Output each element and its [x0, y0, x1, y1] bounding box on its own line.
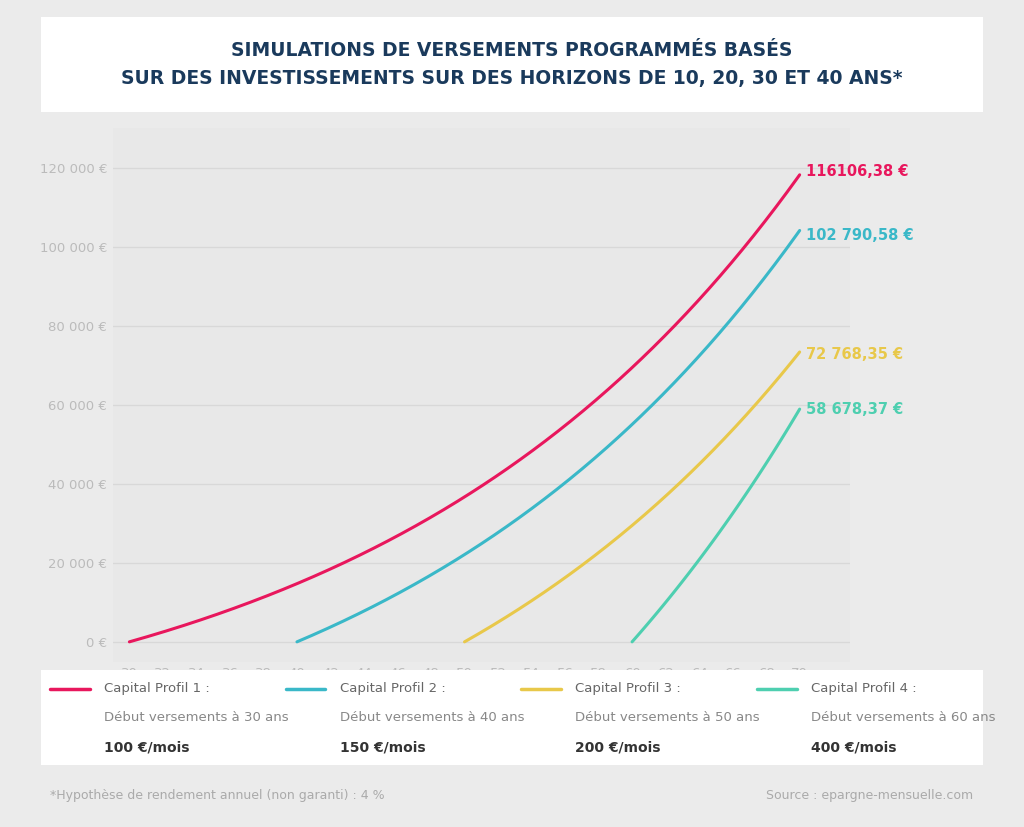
Text: 102 790,58 €: 102 790,58 €	[806, 228, 914, 243]
Text: Source : epargne-mensuelle.com: Source : epargne-mensuelle.com	[767, 790, 974, 802]
Text: (ans): (ans)	[821, 677, 855, 691]
Text: SIMULATIONS DE VERSEMENTS PROGRAMMÉS BASÉS
SUR DES INVESTISSEMENTS SUR DES HORIZ: SIMULATIONS DE VERSEMENTS PROGRAMMÉS BAS…	[121, 41, 903, 88]
Text: Début versements à 60 ans: Début versements à 60 ans	[811, 711, 995, 724]
Text: Début versements à 50 ans: Début versements à 50 ans	[575, 711, 760, 724]
Text: 72 768,35 €: 72 768,35 €	[806, 347, 903, 362]
Text: 150 €/mois: 150 €/mois	[340, 741, 425, 755]
Text: 100 €/mois: 100 €/mois	[104, 741, 189, 755]
Text: Capital Profil 2 :: Capital Profil 2 :	[340, 682, 445, 696]
Text: *Hypothèse de rendement annuel (non garanti) : 4 %: *Hypothèse de rendement annuel (non gara…	[50, 790, 385, 802]
Text: Capital Profil 4 :: Capital Profil 4 :	[811, 682, 916, 696]
Text: 58 678,37 €: 58 678,37 €	[806, 403, 903, 418]
Text: 116106,38 €: 116106,38 €	[806, 164, 909, 179]
Text: Début versements à 30 ans: Début versements à 30 ans	[104, 711, 289, 724]
Text: Début versements à 40 ans: Début versements à 40 ans	[340, 711, 524, 724]
Text: Capital Profil 3 :: Capital Profil 3 :	[575, 682, 681, 696]
Text: 400 €/mois: 400 €/mois	[811, 741, 896, 755]
Text: Capital Profil 1 :: Capital Profil 1 :	[104, 682, 210, 696]
Text: 200 €/mois: 200 €/mois	[575, 741, 660, 755]
